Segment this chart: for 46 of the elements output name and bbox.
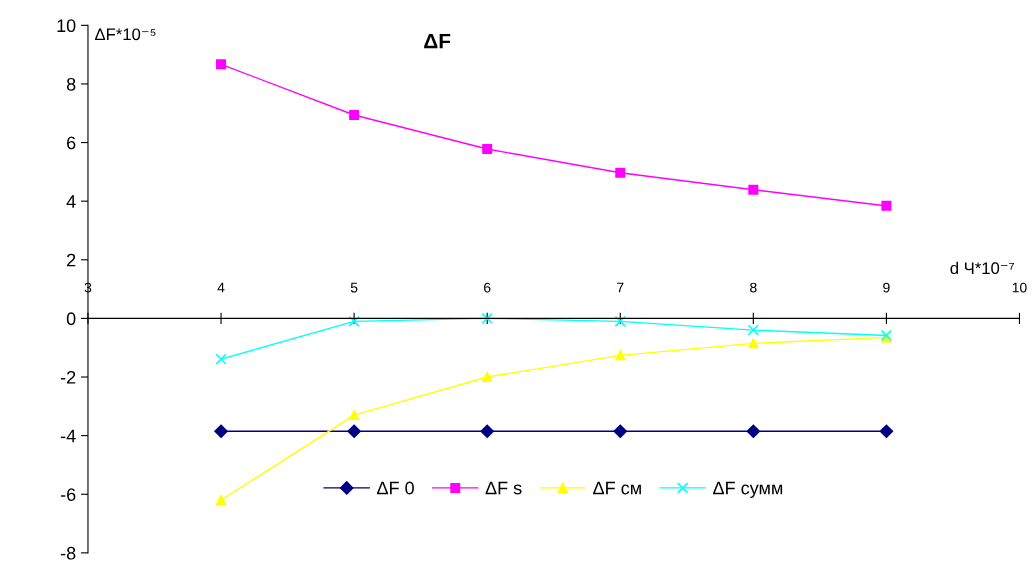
point — [482, 372, 493, 383]
point — [215, 353, 227, 365]
x-tick-label: 9 — [883, 282, 890, 293]
y-tick-label: 8 — [66, 77, 76, 91]
y-tick-label: -8 — [60, 546, 76, 560]
y-tick-label: 0 — [66, 312, 76, 326]
y-tick-label: -6 — [60, 488, 76, 501]
y-tick-label: 6 — [67, 136, 76, 150]
point — [216, 59, 227, 70]
y-tick-label: 2 — [67, 253, 76, 267]
point — [746, 424, 761, 438]
point — [615, 350, 626, 361]
point — [482, 144, 493, 155]
point — [481, 312, 493, 325]
legend-label: ΔF s — [485, 481, 522, 495]
y-tick-label: 4 — [66, 195, 76, 208]
legend-label: ΔF см — [593, 481, 641, 495]
legend-label: ΔF 0 — [377, 481, 414, 495]
legend-label: ΔF сумм — [713, 481, 783, 498]
point — [348, 315, 360, 328]
point — [480, 424, 494, 438]
point — [881, 200, 892, 211]
point — [614, 315, 626, 328]
x-tick-label: 5 — [350, 282, 358, 293]
point — [615, 167, 626, 178]
y-tick-label: -2 — [60, 370, 76, 384]
y-axis-title: ΔF*10⁻⁵ — [94, 28, 156, 41]
y-tick-label: 10 — [57, 19, 76, 33]
chart-title: ΔF — [424, 34, 451, 49]
point — [349, 410, 360, 421]
point — [748, 338, 759, 349]
x-tick-label: 8 — [750, 282, 757, 293]
point — [349, 110, 360, 121]
y-tick-label: -4 — [60, 429, 76, 443]
x-tick-label: 4 — [217, 282, 225, 293]
x-tick-label: 10 — [1012, 282, 1027, 293]
point — [879, 424, 894, 438]
point — [613, 424, 627, 438]
point — [347, 424, 361, 438]
x-tick-label: 6 — [484, 282, 491, 293]
x-tick-label: 7 — [617, 282, 624, 293]
point — [214, 424, 228, 438]
point — [216, 495, 227, 506]
point — [747, 324, 760, 336]
x-axis-title: d Ч*10⁻⁷ — [950, 261, 1014, 275]
point — [748, 184, 759, 195]
